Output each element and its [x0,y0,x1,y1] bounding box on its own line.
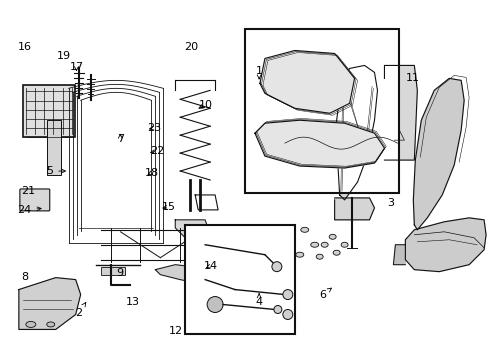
FancyBboxPatch shape [20,189,50,211]
Text: 19: 19 [57,51,71,61]
Polygon shape [412,78,463,230]
Ellipse shape [328,234,335,239]
Text: 23: 23 [147,123,161,133]
Bar [185,225,294,334]
Text: 22: 22 [149,146,163,156]
Ellipse shape [47,322,55,327]
Ellipse shape [300,227,308,232]
Text: 20: 20 [183,42,198,52]
Circle shape [282,310,292,319]
Polygon shape [47,120,61,175]
Circle shape [207,297,223,312]
Circle shape [271,262,281,272]
Text: 1: 1 [255,66,262,79]
Text: 10: 10 [198,100,212,110]
Text: 15: 15 [162,202,176,212]
Text: 13: 13 [125,297,139,307]
Text: 3: 3 [386,198,393,208]
Text: 24: 24 [17,206,41,216]
Polygon shape [405,218,485,272]
Polygon shape [175,220,210,245]
Ellipse shape [341,242,347,247]
Ellipse shape [316,254,323,259]
Circle shape [282,289,292,300]
Polygon shape [254,120,384,168]
Text: 6: 6 [318,288,331,300]
Ellipse shape [295,252,303,257]
Ellipse shape [332,250,340,255]
Bar [23,85,75,137]
Bar [244,28,399,193]
Text: 16: 16 [18,42,32,52]
Text: 18: 18 [144,168,159,178]
Polygon shape [19,278,81,329]
Text: 7: 7 [117,134,123,144]
Polygon shape [384,66,416,160]
Polygon shape [334,198,374,220]
Circle shape [273,306,281,314]
Polygon shape [336,66,377,200]
Text: 17: 17 [69,62,83,72]
Bar [101,267,125,275]
Ellipse shape [310,242,318,247]
Text: 21: 21 [20,186,35,196]
Text: 11: 11 [405,73,419,83]
Ellipse shape [26,321,36,328]
Ellipse shape [321,242,327,247]
Ellipse shape [285,237,293,242]
Text: 5: 5 [46,166,65,176]
Polygon shape [260,50,354,113]
Text: 14: 14 [203,261,217,271]
Text: 4: 4 [255,294,262,307]
Polygon shape [155,265,215,285]
Polygon shape [393,245,405,265]
Text: 12: 12 [169,325,183,336]
Text: 2: 2 [75,302,86,318]
Text: 9: 9 [117,268,123,278]
Text: 8: 8 [21,272,29,282]
